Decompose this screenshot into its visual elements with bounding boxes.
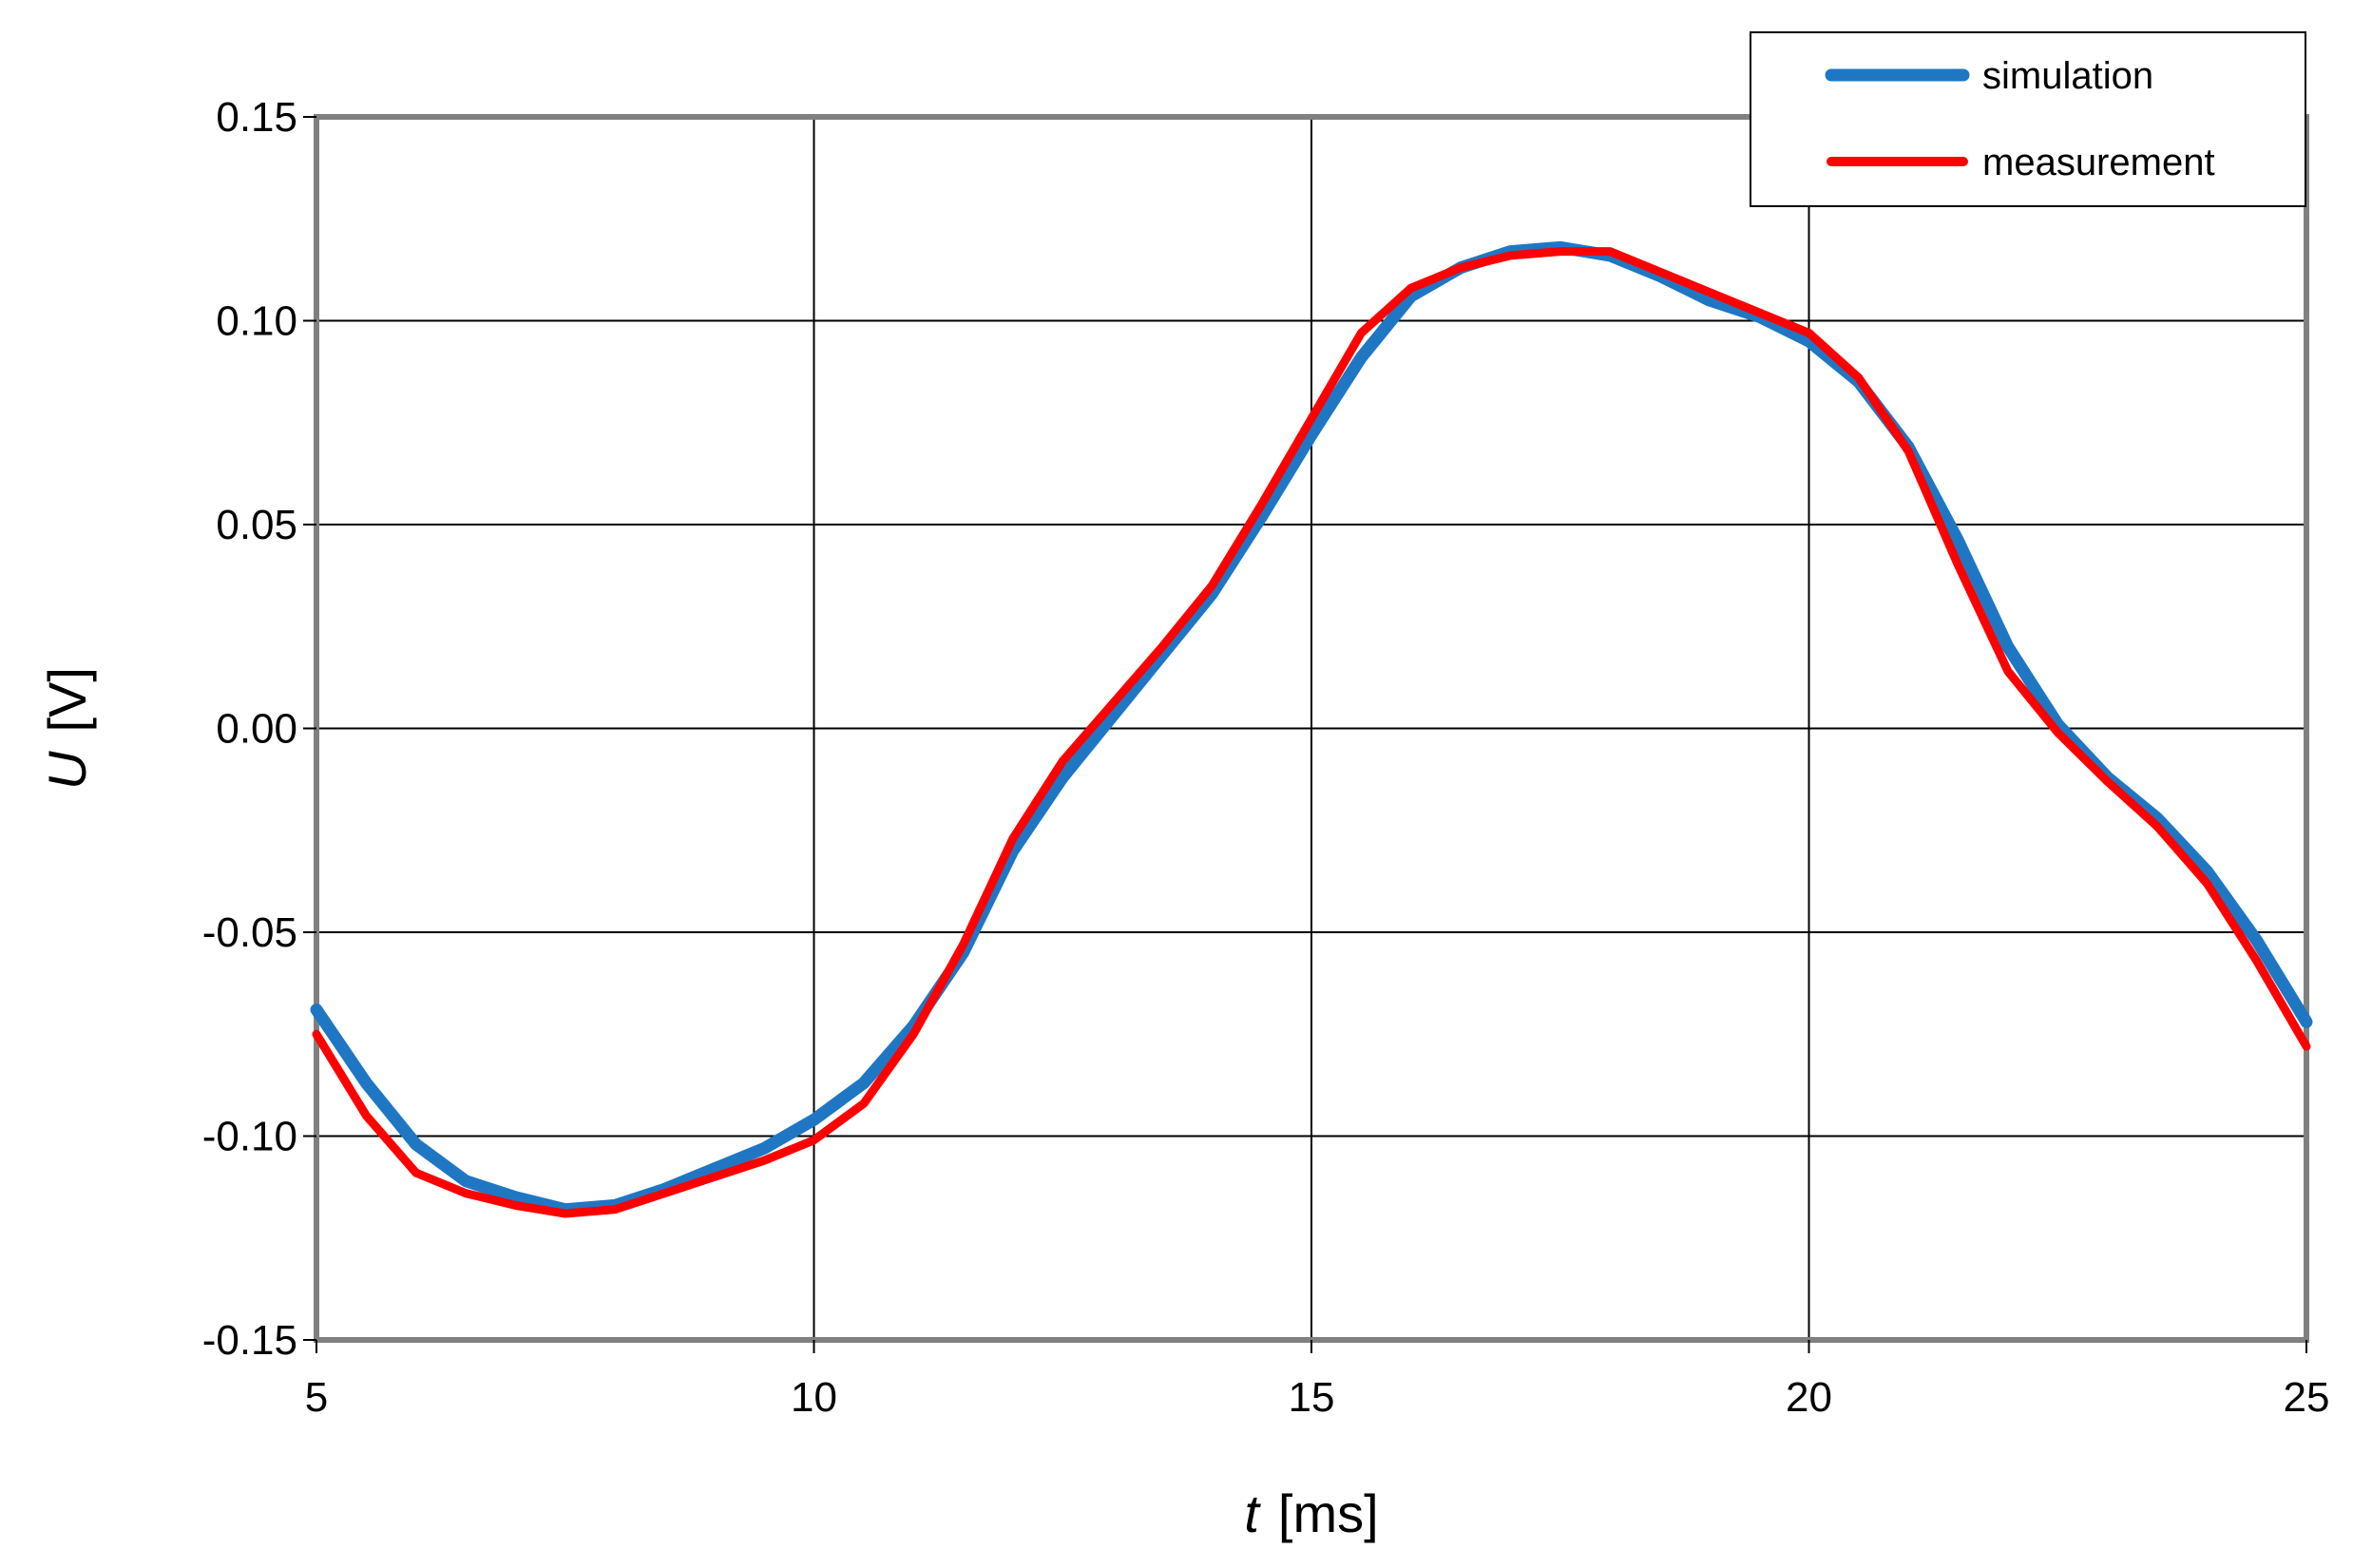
y-tick-label: 0.15 xyxy=(216,94,297,141)
legend-label-measurement: measurement xyxy=(1982,142,2215,183)
x-axis-symbol: t xyxy=(1244,1483,1261,1543)
legend-box xyxy=(1750,31,2306,207)
y-axis-unit: [V] xyxy=(37,667,97,732)
x-tick-label: 25 xyxy=(2284,1374,2330,1421)
y-tick-label: 0.10 xyxy=(216,298,297,345)
y-axis-ticks: 0.15 0.10 0.05 0.00 -0.05 -0.10 -0.15 xyxy=(202,94,316,1364)
x-axis-unit: [ms] xyxy=(1278,1483,1379,1543)
x-tick-label: 10 xyxy=(791,1374,837,1421)
y-axis-symbol: U xyxy=(37,751,97,790)
legend: simulation measurement xyxy=(1750,31,2306,207)
x-tick-label: 5 xyxy=(305,1374,328,1421)
y-tick-label: 0.00 xyxy=(216,706,297,753)
y-tick-label: -0.15 xyxy=(202,1317,297,1364)
series-group xyxy=(310,240,2313,1218)
series-line-measurement xyxy=(312,247,2311,1218)
x-axis-title: t [ms] xyxy=(1244,1483,1378,1543)
x-tick-label: 15 xyxy=(1289,1374,1335,1421)
y-tick-label: 0.05 xyxy=(216,502,297,548)
legend-label-simulation: simulation xyxy=(1982,55,2153,97)
x-axis-ticks: 5 10 15 20 25 xyxy=(305,1340,2330,1421)
y-tick-label: -0.10 xyxy=(202,1114,297,1160)
y-axis-title: U [V] xyxy=(37,667,97,790)
x-tick-label: 20 xyxy=(1786,1374,1832,1421)
y-tick-label: -0.05 xyxy=(202,909,297,956)
